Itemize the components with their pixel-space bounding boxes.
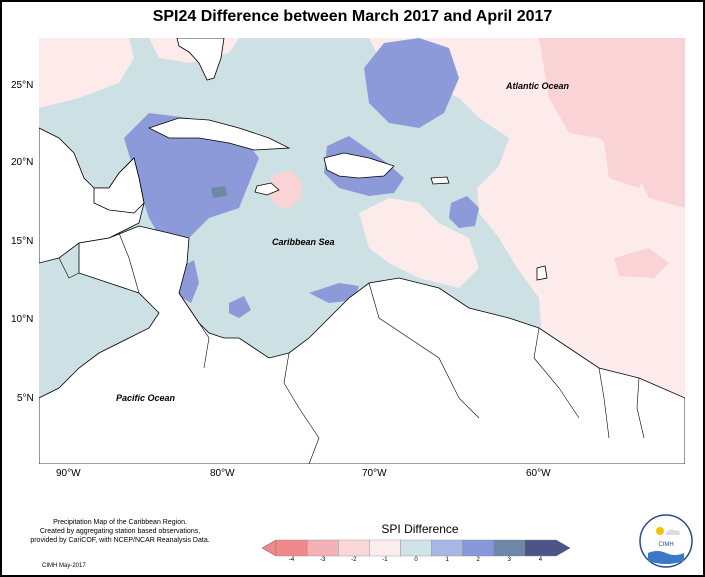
legend-arrow-right — [555, 539, 570, 557]
x-tick-80w: 80°W — [210, 468, 235, 479]
legend-tick-label: -2 — [351, 557, 357, 563]
legend-tick-label: 1 — [445, 557, 449, 563]
sun-icon — [656, 527, 664, 535]
land-cuba — [147, 117, 291, 151]
land-yucatan — [93, 157, 145, 214]
legend-cell — [275, 539, 308, 557]
legend-tick-label: -3 — [319, 557, 326, 563]
legend-tick-label: -4 — [288, 557, 295, 563]
label-atlantic-ocean: Atlantic Ocean — [506, 81, 570, 91]
y-tick-5n: 5°N — [17, 393, 34, 404]
country-borders — [58, 232, 645, 464]
footnote-line-3: provided by CariCOF, with NCEP/NCAR Rean… — [30, 537, 210, 544]
legend-tick-label: 3 — [507, 557, 511, 563]
legend-cell — [524, 539, 557, 557]
region-pink-jamaica — [267, 170, 301, 210]
land-puerto-rico — [430, 176, 450, 185]
region-pink-nw-corner — [39, 38, 134, 108]
region-blue-bahamas — [364, 38, 459, 128]
legend-arrow-left — [262, 539, 277, 557]
legend-cell — [338, 539, 370, 557]
y-tick-20n: 20°N — [11, 157, 34, 168]
footnote-line-2: Created by aggregating station based obs… — [39, 528, 201, 535]
legend-title: SPI Difference — [381, 522, 459, 536]
legend-cell — [462, 539, 494, 557]
cloud-icon — [666, 529, 680, 535]
region-blue-western-caribbean — [124, 113, 259, 268]
region-blue-venezuela — [309, 283, 359, 303]
legend-cell — [400, 539, 432, 557]
spi-difference-map — [39, 38, 685, 464]
region-pink-central — [359, 198, 479, 288]
legend-cell — [493, 539, 526, 557]
y-tick-10n: 10°N — [11, 314, 34, 325]
label-caribbean-sea: Caribbean Sea — [272, 237, 335, 247]
credit-text: CIMH May-2017 — [42, 563, 86, 569]
map-panel[interactable] — [39, 38, 685, 464]
legend-cells — [275, 539, 557, 557]
legend-tick-label: 2 — [476, 557, 480, 563]
x-tick-70w: 70°W — [362, 468, 387, 479]
land-masses — [39, 38, 685, 464]
region-blue-east — [449, 196, 479, 228]
legend-colorbar — [262, 539, 570, 557]
cimh-logo: CIMH — [639, 514, 693, 568]
footnote-line-1: Precipitation Map of the Caribbean Regio… — [53, 519, 187, 526]
x-tick-90w: 90°W — [56, 468, 81, 479]
region-pink-east — [599, 98, 659, 188]
land-hispaniola — [323, 152, 395, 179]
land-trinidad — [536, 265, 548, 281]
map-title: SPI24 Difference between March 2017 and … — [152, 8, 553, 25]
region-pink-south-east — [614, 248, 669, 278]
legend-tick-label: 0 — [414, 557, 418, 563]
land-honduras-nicaragua — [39, 225, 685, 464]
footnote: Precipitation Map of the Caribbean Regio… — [10, 518, 230, 545]
region-blue-small-1 — [229, 296, 251, 318]
land-florida — [176, 38, 225, 81]
y-tick-25n: 25°N — [11, 80, 34, 91]
region-grey-blue-spot — [211, 186, 227, 198]
land-jamaica — [254, 182, 280, 196]
legend-tick-label: 4 — [538, 557, 543, 563]
wave-icon — [648, 551, 684, 564]
y-tick-15n: 15°N — [11, 236, 34, 247]
label-pacific-ocean: Pacific Ocean — [116, 393, 176, 403]
legend-cell — [431, 539, 463, 557]
legend-tick-label: -1 — [382, 557, 388, 563]
legend-cell — [369, 539, 401, 557]
x-tick-60w: 60°W — [526, 468, 551, 479]
legend-cell — [306, 539, 339, 557]
logo-text: CIMH — [658, 542, 673, 548]
